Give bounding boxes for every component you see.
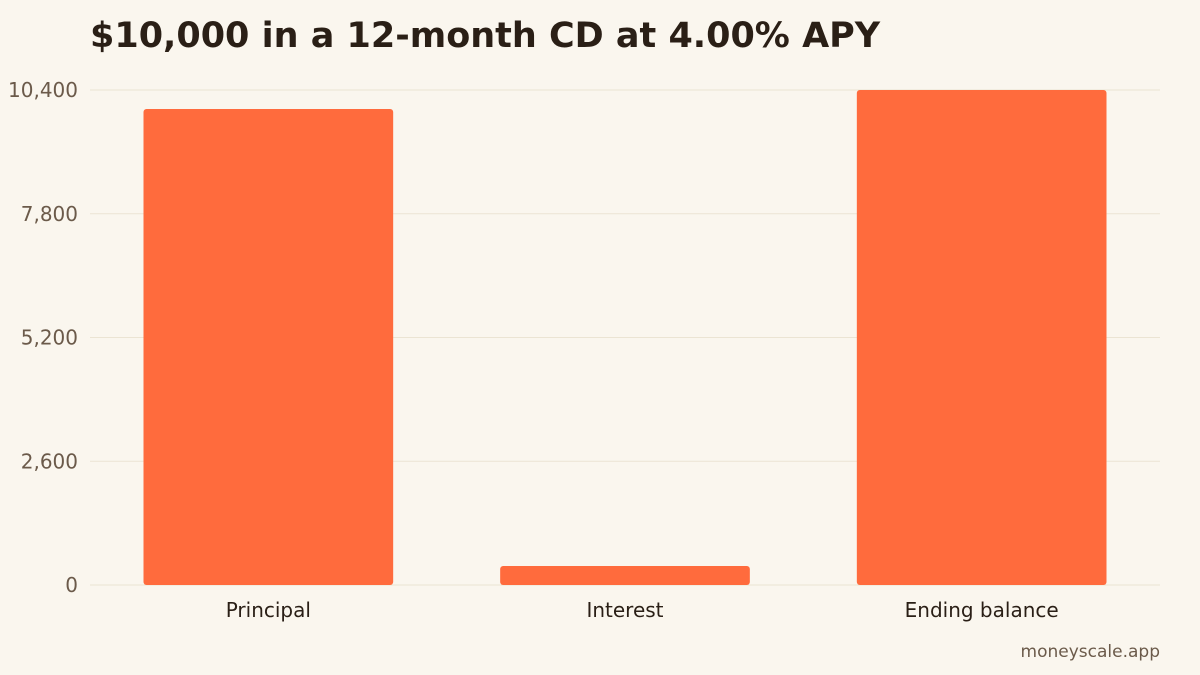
bar-interest <box>500 565 750 585</box>
x-tick-label: Ending balance <box>905 598 1059 622</box>
x-axis-tick-labels: Principal Interest Ending balance <box>226 598 1059 622</box>
y-axis-tick-labels: 0 2,600 5,200 7,800 10,400 <box>8 78 78 597</box>
bar-ending-balance <box>856 90 1107 585</box>
y-tick-label: 10,400 <box>8 78 78 102</box>
bars <box>143 90 1107 586</box>
y-tick-label: 0 <box>65 573 78 597</box>
x-tick-label: Principal <box>226 598 311 622</box>
y-tick-label: 2,600 <box>21 449 78 473</box>
y-tick-label: 5,200 <box>21 326 78 350</box>
bar-principal <box>143 109 394 586</box>
x-tick-label: Interest <box>586 598 663 622</box>
source-footer: moneyscale.app <box>1020 642 1160 662</box>
y-tick-label: 7,800 <box>21 202 78 226</box>
chart-title: $10,000 in a 12-month CD at 4.00% APY <box>90 16 881 56</box>
